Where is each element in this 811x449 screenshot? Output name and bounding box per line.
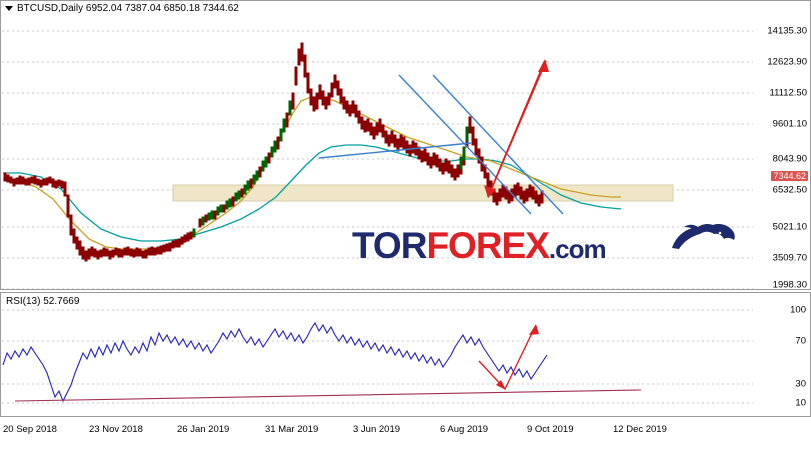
xtick-6: 9 Oct 2019: [527, 424, 574, 435]
xtick-1: 23 Nov 2018: [89, 424, 143, 435]
ma-slow-line: [3, 144, 622, 242]
price-svg: [2, 30, 753, 289]
price-ytick-4: 8043.90: [772, 153, 807, 165]
price-ytick-5: 6532.50: [772, 184, 807, 196]
xtick-0: 20 Sep 2018: [3, 424, 57, 435]
rsi-down-arrow-head: [496, 380, 506, 390]
rsi-ytick-70: 70: [795, 335, 806, 347]
watermark-logo: TORFOREX.com: [352, 225, 607, 267]
watermark-forex: FOREX: [426, 225, 549, 266]
watermark-com: .com: [548, 234, 607, 264]
price-chart-pane[interactable]: BTCUSD,Daily 6952.04 7387.04 6850.18 734…: [0, 0, 811, 291]
chart-header-text: BTCUSD,Daily 6952.04 7387.04 6850.18 734…: [17, 3, 239, 14]
price-ytick-0: 14135.30: [767, 25, 807, 37]
ascending-support-trendline: [318, 142, 472, 159]
chart-header[interactable]: BTCUSD,Daily 6952.04 7387.04 6850.18 734…: [5, 3, 239, 14]
forecast-arrows: [484, 59, 549, 198]
xtick-2: 26 Jan 2019: [177, 424, 230, 435]
forecast-up-arrow-shaft: [487, 62, 545, 198]
rsi-line: [2, 321, 548, 403]
xtick-3: 31 Mar 2019: [265, 424, 319, 435]
rsi-gridlines: [2, 309, 753, 404]
xtick-4: 3 Jun 2019: [353, 424, 401, 435]
rsi-ascending-support: [14, 389, 642, 402]
xtick-5: 6 Aug 2019: [440, 424, 489, 435]
rsi-up-arrow-shaft: [504, 326, 536, 390]
price-ytick-6: 5021.10: [772, 221, 807, 233]
price-ytick-8: 1998.30: [772, 279, 807, 291]
price-ytick-3: 9601.10: [772, 118, 807, 130]
price-ytick-7: 3509.70: [772, 252, 807, 264]
rsi-svg: [2, 309, 753, 404]
rsi-up-arrow-head: [529, 324, 539, 335]
lower-descending-trendline: [432, 74, 564, 215]
rsi-plot-area[interactable]: [1, 293, 810, 416]
current-price-tag: 7344.62: [771, 171, 808, 181]
upper-descending-trendline: [398, 74, 532, 215]
price-ytick-1: 12623.90: [767, 56, 807, 68]
rsi-forecast-arrows: [478, 324, 539, 390]
bull-logo-icon: [672, 223, 735, 249]
rsi-ytick-30: 30: [795, 378, 806, 390]
watermark-tor: TOR: [352, 225, 427, 266]
rsi-pane[interactable]: RSI(13) 52.7669 100 70 30 10: [0, 292, 811, 417]
rsi-header-text: RSI(13) 52.7669: [6, 296, 80, 307]
triangle-down-icon[interactable]: [5, 6, 13, 11]
xtick-7: 12 Dec 2019: [613, 424, 667, 435]
blue-trendlines: [318, 74, 564, 215]
candlestick-series: [3, 42, 544, 262]
rsi-ytick-100: 100: [790, 304, 806, 316]
price-ytick-2: 11112.50: [769, 87, 807, 99]
rsi-ytick-10: 10: [795, 397, 806, 409]
price-plot-area[interactable]: [1, 1, 810, 289]
forecast-up-arrow-head: [538, 59, 549, 72]
